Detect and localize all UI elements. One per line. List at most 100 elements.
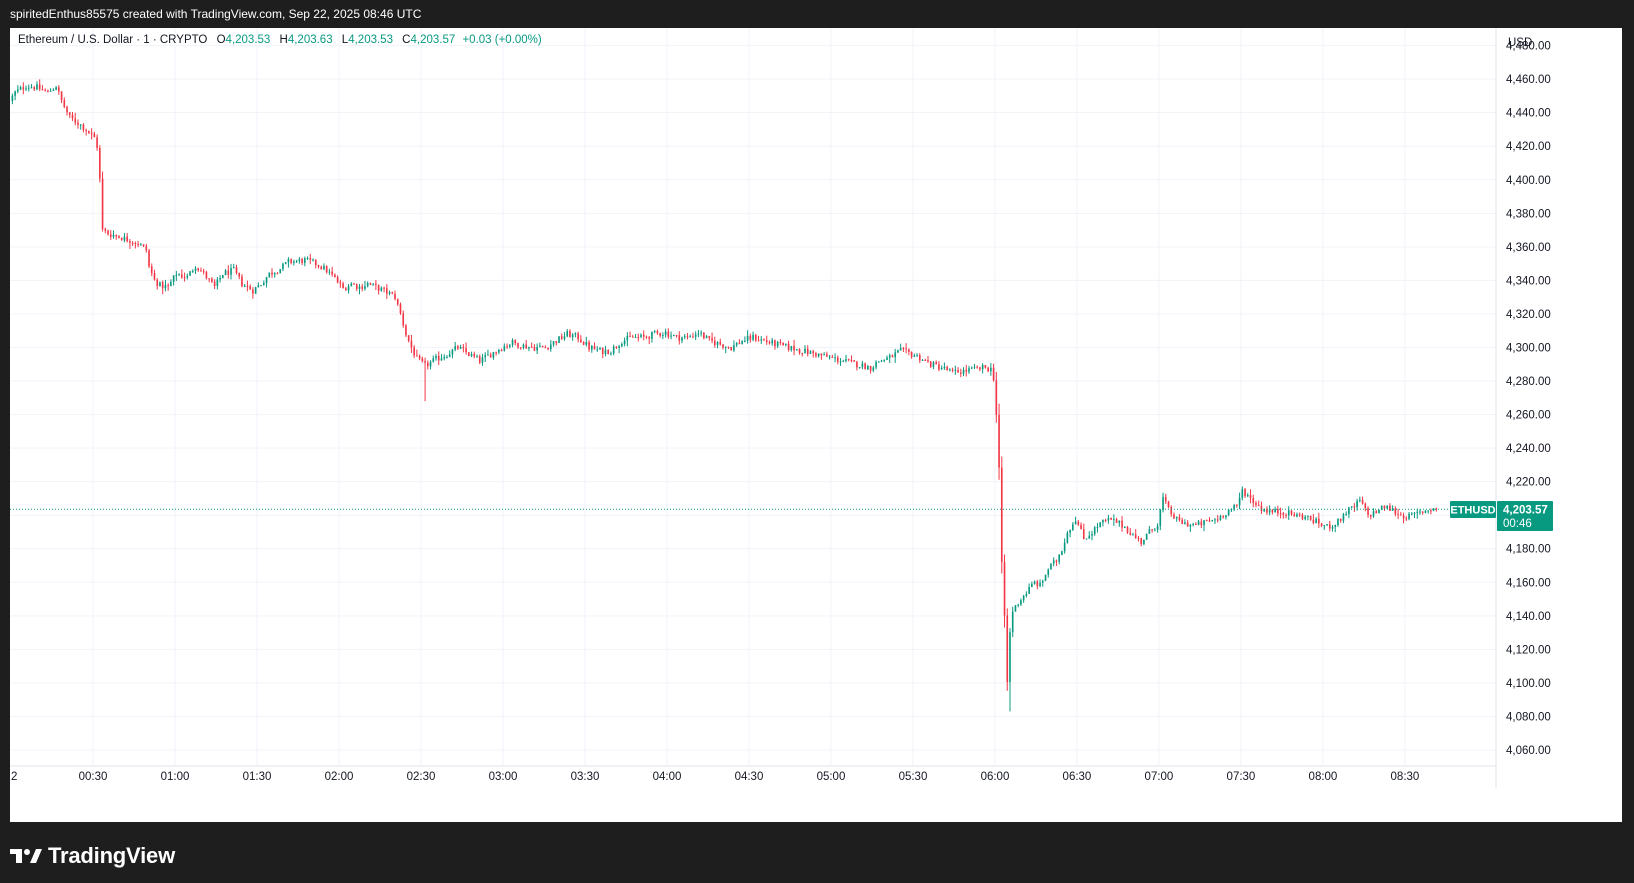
candle-body [801, 352, 804, 354]
candle-body [1356, 500, 1358, 508]
candle-body [957, 370, 959, 373]
candle-body [142, 244, 145, 247]
candle-body [383, 287, 385, 289]
candle-body [1263, 509, 1265, 512]
candle-body [905, 348, 907, 350]
candle-body [317, 265, 320, 267]
candle-body [268, 272, 271, 278]
candle-body [921, 359, 924, 361]
candle-body [462, 346, 465, 349]
x-tick-label: 08:00 [1309, 771, 1338, 783]
candle-body [309, 258, 312, 260]
candle-body [1041, 580, 1044, 583]
chart-pane[interactable]: 4,060.00 4,080.00 4,100.00 4,120.00 4,140.00… [10, 28, 1622, 822]
candle-body [1241, 489, 1244, 498]
candle-body [637, 336, 640, 338]
candle-body [77, 122, 79, 125]
candle-body [123, 236, 126, 241]
candle-body [1113, 519, 1115, 521]
candle-body [440, 358, 443, 361]
candle-body [358, 286, 361, 289]
candle-body [202, 271, 205, 273]
candle-body [1014, 605, 1017, 612]
candle-body [167, 285, 169, 287]
candle-body [1022, 595, 1025, 601]
candle-body [946, 366, 948, 371]
time-axis[interactable]: 2 00:30 01:00 01:30 02:00 02:30 03:00 03:30 04:0… [10, 765, 1496, 783]
candle-body [478, 356, 481, 363]
candle-body [1121, 520, 1123, 528]
y-tick-label: 4,180.00 [1506, 544, 1551, 556]
candle-body [664, 331, 667, 335]
candle-body [1249, 495, 1252, 498]
candle-body [662, 334, 664, 336]
candle-body [741, 340, 743, 344]
candle-body [877, 361, 880, 363]
candle-body [1118, 520, 1121, 523]
y-tick-label: 4,360.00 [1506, 242, 1551, 254]
candle-body [820, 353, 823, 356]
candle-body [897, 350, 899, 353]
y-tick-label: 4,380.00 [1506, 208, 1551, 220]
candle-body [1175, 517, 1178, 519]
candle-body [1154, 529, 1156, 531]
candle-body [763, 339, 765, 341]
y-tick-label: 4,220.00 [1506, 477, 1551, 489]
candle-body [891, 355, 894, 358]
candle-body [1115, 519, 1118, 523]
candle-body [648, 337, 651, 339]
candle-body [350, 283, 353, 287]
candle-body [774, 340, 776, 347]
candle-body [1036, 581, 1039, 587]
candle-body [1307, 515, 1309, 517]
candle-body [752, 334, 754, 340]
candle-body [1279, 513, 1282, 515]
candle-body [314, 259, 317, 266]
candle-body [47, 90, 49, 92]
candle-body [1186, 522, 1189, 527]
candle-body [836, 357, 839, 362]
candle-body [208, 278, 210, 280]
candle-body [528, 346, 530, 349]
x-tick-label: 05:00 [817, 771, 846, 783]
price-chart[interactable]: 4,060.00 4,080.00 4,100.00 4,120.00 4,140.00… [10, 28, 1622, 788]
candle-body [79, 124, 82, 126]
candle-body [1052, 560, 1055, 564]
y-tick-label: 4,480.00 [1506, 41, 1551, 53]
symbol-description[interactable]: Ethereum / U.S. Dollar · 1 · CRYPTO [18, 34, 208, 46]
candle-body [1320, 523, 1323, 526]
candle-body [1148, 529, 1151, 534]
candle-body [1061, 551, 1063, 556]
candle-body [1430, 510, 1432, 512]
candle-body [681, 337, 683, 341]
candle-body [1287, 510, 1290, 516]
candle-body [1110, 518, 1112, 520]
candle-body [823, 354, 825, 356]
candle-body [137, 244, 139, 246]
x-tick-label: 00:30 [79, 771, 108, 783]
candle-body [183, 277, 186, 279]
candle-body [451, 349, 454, 355]
candle-body [754, 334, 757, 341]
candle-body [629, 335, 631, 337]
candle-body [181, 274, 183, 278]
candle-body [1091, 534, 1093, 536]
candle-body [1009, 632, 1011, 683]
footer-brand[interactable]: TradingView [10, 836, 175, 876]
candle-body [601, 347, 604, 354]
candle-body [1416, 511, 1419, 513]
candle-body [140, 244, 142, 246]
candle-body [473, 353, 476, 357]
candle-body [429, 361, 432, 367]
tradingview-logo-icon [10, 849, 42, 863]
candle-body [1017, 604, 1020, 606]
y-tick-label: 4,460.00 [1506, 74, 1551, 86]
price-axis[interactable]: 4,060.00 4,080.00 4,100.00 4,120.00 4,140.00… [1495, 28, 1551, 788]
symbol-tag-bg [1450, 501, 1496, 518]
candle-body [293, 261, 295, 264]
candle-body [238, 272, 241, 277]
candle-body [232, 267, 235, 269]
candle-body [809, 351, 812, 354]
candle-body [1323, 525, 1326, 527]
candle-body [375, 283, 377, 286]
